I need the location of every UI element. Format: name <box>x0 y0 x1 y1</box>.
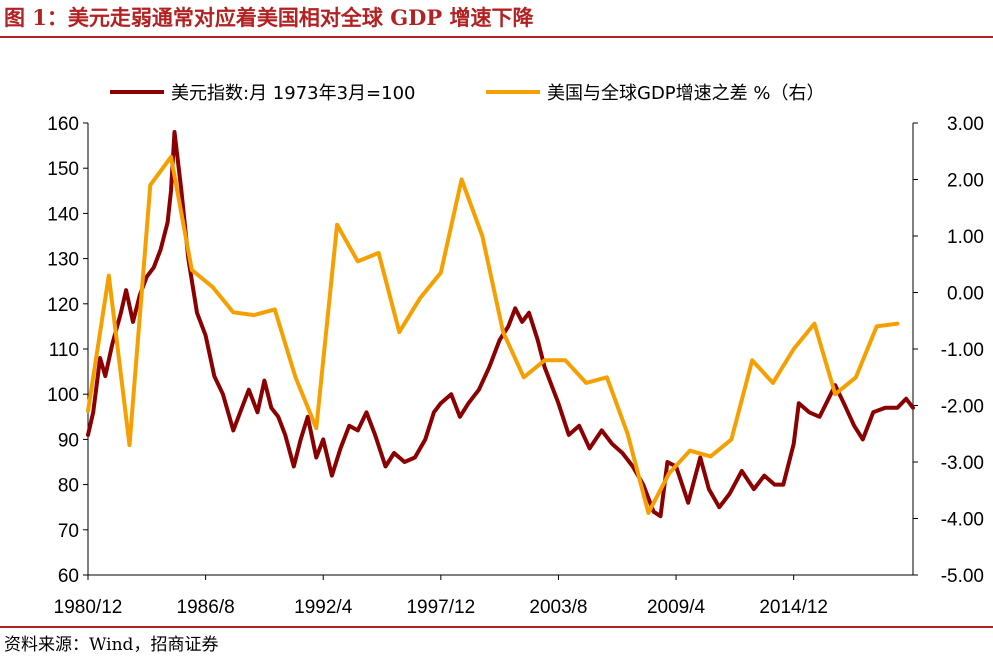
title-rule <box>0 36 993 38</box>
y-right-tick-label: 1.00 <box>947 227 984 248</box>
y-right-tick-label: -3.00 <box>941 453 984 474</box>
source-rule <box>0 626 993 628</box>
legend: 美元指数:月 1973年3月=100 美国与全球GDP增速之差 %（右） <box>110 83 825 104</box>
x-tick-label: 1992/4 <box>294 597 353 618</box>
x-tick-label: 1997/12 <box>406 597 475 618</box>
y-left-tick-label: 60 <box>58 566 79 587</box>
figure-title: 图 1：美元走弱通常对应着美国相对全球 GDP 增速下降 <box>4 5 534 30</box>
y-left-tick-label: 100 <box>47 385 79 406</box>
x-tick-label: 2003/8 <box>529 597 587 618</box>
y-left-tick-label: 120 <box>47 295 79 316</box>
y-right-tick-label: 2.00 <box>947 171 984 192</box>
source-note: 资料来源：Wind，招商证券 <box>4 635 219 655</box>
y-right-tick-label: 3.00 <box>947 114 984 135</box>
y-right-tick-label: 0.00 <box>947 284 984 305</box>
chart: 美元指数:月 1973年3月=100 美国与全球GDP增速之差 %（右） 60 7… <box>47 83 984 618</box>
y-left-tick-label: 70 <box>58 521 79 542</box>
x-tick-label: 1986/8 <box>177 597 235 618</box>
x-tick-label: 1980/12 <box>54 597 123 618</box>
y-right-tick-label: -2.00 <box>941 397 984 418</box>
y-left-tick-label: 160 <box>47 114 79 135</box>
series-line-gdp <box>86 154 900 515</box>
y-right-tick-label: -4.00 <box>941 510 984 531</box>
y-left-tick-label: 150 <box>47 159 79 180</box>
y-left-tick-label: 110 <box>49 340 79 361</box>
x-tick-label: 2009/4 <box>647 597 706 618</box>
y-left-tick-label: 90 <box>58 430 79 451</box>
y-right-tick-label: -5.00 <box>941 566 984 587</box>
y-left-tick-label: 80 <box>58 476 79 497</box>
y-right-tick-label: -1.00 <box>941 340 984 361</box>
x-tick-label: 2014/12 <box>759 597 828 618</box>
legend-label-gdp: 美国与全球GDP增速之差 %（右） <box>547 83 825 104</box>
legend-label-dxy: 美元指数:月 1973年3月=100 <box>171 83 416 104</box>
y-left-tick-label: 140 <box>47 204 79 225</box>
y-left-tick-label: 130 <box>47 250 79 271</box>
